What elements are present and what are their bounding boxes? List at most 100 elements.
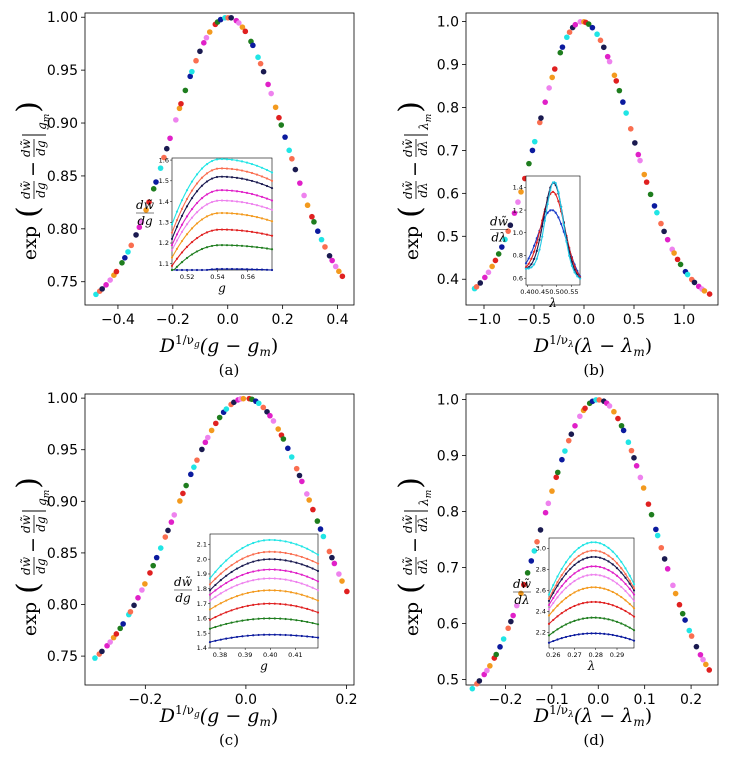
inset-marker xyxy=(255,216,259,219)
inset-marker xyxy=(546,211,549,214)
inset-marker xyxy=(590,565,593,568)
inset-marker xyxy=(279,577,282,581)
inset-marker xyxy=(210,159,214,163)
inset-marker xyxy=(556,590,559,593)
inset-marker xyxy=(632,615,636,618)
scatter-point xyxy=(339,273,346,280)
inset-marker xyxy=(538,248,541,251)
inset-marker xyxy=(180,239,184,243)
inset-marker xyxy=(586,550,589,553)
inset-marker xyxy=(180,251,184,254)
scatter-point xyxy=(326,252,333,259)
inset-y-tick-label: 1.2 xyxy=(513,206,523,214)
scatter-point xyxy=(292,166,299,173)
inset-x-tick-label: 0.40 xyxy=(520,288,534,296)
inset-marker xyxy=(581,617,585,620)
inset-marker xyxy=(284,617,287,621)
scatter-point xyxy=(615,415,621,422)
inset-marker xyxy=(246,544,249,547)
scatter-point xyxy=(177,498,183,504)
scatter-point xyxy=(153,554,160,561)
inset-marker xyxy=(262,602,266,605)
inset-marker xyxy=(295,543,298,546)
inset-marker xyxy=(175,233,179,236)
x-tick-label: 0.0 xyxy=(587,692,609,708)
y-label-exp: exp xyxy=(401,226,423,260)
inset-marker xyxy=(311,586,314,589)
inset-marker xyxy=(230,212,234,215)
y-tick-label: 0.7 xyxy=(437,143,459,159)
inset-marker xyxy=(205,172,209,175)
inset-marker xyxy=(215,199,219,202)
inset-marker xyxy=(250,214,254,218)
scatter-point xyxy=(183,482,189,489)
panel-d: −0.2 −0.1 0.0 0.1 0.20.50.60.70.80.91.00.26 0… xyxy=(393,393,719,749)
inset-marker xyxy=(311,609,314,612)
inset-marker xyxy=(533,250,536,253)
inset-marker xyxy=(230,267,234,271)
x-tick-label: 0.2 xyxy=(271,312,293,328)
y-tick-label: 0.5 xyxy=(437,672,459,688)
scatter-point xyxy=(288,454,295,460)
inset-marker xyxy=(560,637,563,640)
inset-marker xyxy=(270,199,274,202)
inset-marker xyxy=(577,633,580,636)
inset-marker xyxy=(620,595,623,599)
inset-marker xyxy=(210,268,214,271)
inset-marker xyxy=(594,600,597,604)
inset-marker xyxy=(527,267,530,270)
inset-marker xyxy=(533,244,536,247)
inset-marker xyxy=(524,262,528,265)
inset-marker xyxy=(265,197,269,200)
inset-series-L1 xyxy=(208,633,320,644)
inset: 0.26 0.27 0.28 0.29 2.2 2.4 2.6 2.8 3.0 dw̃ dλ λ xyxy=(513,537,636,673)
inset-marker xyxy=(210,169,214,172)
inset-marker xyxy=(560,625,563,628)
inset-marker xyxy=(225,599,228,602)
inset-marker xyxy=(257,603,260,606)
scatter-point xyxy=(280,436,287,442)
scatter-point xyxy=(505,625,511,632)
inset-marker xyxy=(195,211,199,214)
inset-marker xyxy=(295,605,298,608)
inset-marker xyxy=(208,608,212,611)
inset-marker xyxy=(590,573,593,576)
inset-marker xyxy=(208,599,212,602)
inset-marker xyxy=(215,189,219,192)
inset-marker xyxy=(185,189,189,192)
scatter-point xyxy=(188,471,194,478)
inset-marker xyxy=(205,215,209,218)
scatter-point xyxy=(538,115,544,121)
inset-marker xyxy=(620,622,623,625)
scatter-point xyxy=(554,469,561,476)
inset-y-tick-label: 1.4 xyxy=(513,184,523,192)
inset-marker xyxy=(195,222,199,225)
inset-marker xyxy=(577,577,580,580)
inset-marker xyxy=(573,633,576,637)
scatter-point xyxy=(99,286,105,292)
inset-marker xyxy=(557,200,560,203)
inset-xlabel: g xyxy=(260,659,268,673)
scatter-point xyxy=(513,602,520,609)
inset-marker xyxy=(547,599,551,602)
inset-marker xyxy=(205,203,209,206)
inset-ylabel-denominator: dg xyxy=(137,214,153,228)
inset-marker xyxy=(195,182,199,185)
inset-x-tick-label: 0.45 xyxy=(535,288,549,296)
inset-marker xyxy=(214,639,217,642)
scatter-point xyxy=(107,277,113,283)
inset-marker xyxy=(568,254,571,257)
inset-marker xyxy=(611,633,614,637)
inset-marker xyxy=(586,574,589,577)
scatter-point xyxy=(536,119,543,126)
inset-marker xyxy=(252,553,255,556)
scatter-point xyxy=(534,539,540,545)
inset-marker xyxy=(311,635,314,639)
inset-marker xyxy=(586,586,589,589)
inset-marker xyxy=(316,562,320,565)
inset-marker xyxy=(586,616,589,620)
inset-marker xyxy=(230,597,233,600)
inset-marker xyxy=(230,189,234,192)
y-tick-label: 0.90 xyxy=(47,116,78,132)
inset-marker xyxy=(230,564,233,567)
